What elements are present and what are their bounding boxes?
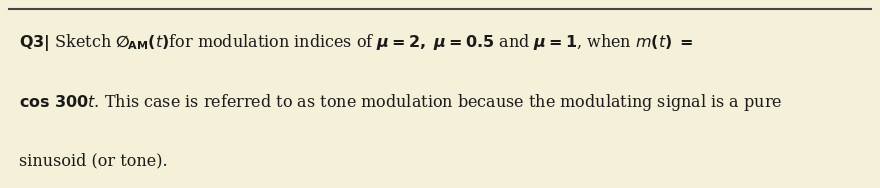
- Text: $\mathbf{Q3|}$ Sketch $\mathbf{\emptyset}_{\!\mathbf{AM}}\mathbf{(}t\mathbf{)}$f: $\mathbf{Q3|}$ Sketch $\mathbf{\emptyset…: [19, 32, 693, 53]
- Text: $\mathbf{cos\ 300\mathit{t}}$. This case is referred to as tone modulation becau: $\mathbf{cos\ 300\mathit{t}}$. This case…: [19, 92, 782, 113]
- Text: sinusoid (or tone).: sinusoid (or tone).: [19, 153, 168, 170]
